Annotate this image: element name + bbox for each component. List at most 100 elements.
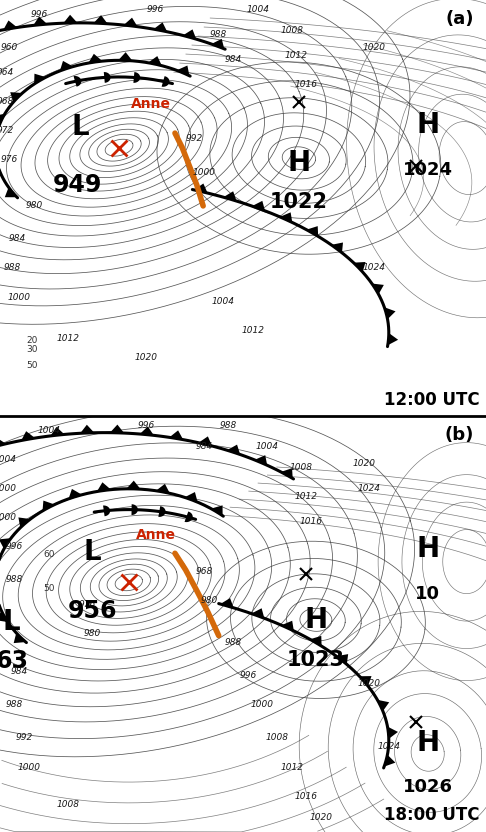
Polygon shape: [211, 505, 223, 516]
Polygon shape: [281, 621, 294, 631]
Polygon shape: [43, 501, 54, 511]
Text: 1004: 1004: [246, 6, 269, 14]
Text: 968: 968: [195, 567, 213, 576]
Text: (b): (b): [445, 426, 474, 444]
Polygon shape: [185, 512, 193, 522]
Text: 996: 996: [6, 542, 23, 551]
Polygon shape: [162, 77, 170, 87]
Polygon shape: [80, 425, 94, 433]
Text: 956: 956: [68, 599, 117, 623]
Text: 1000: 1000: [17, 763, 41, 771]
Polygon shape: [0, 538, 11, 548]
Polygon shape: [354, 262, 365, 272]
Text: 984: 984: [225, 56, 242, 64]
Polygon shape: [10, 92, 22, 102]
Text: 1016: 1016: [295, 81, 318, 89]
Text: 30: 30: [27, 344, 38, 354]
Polygon shape: [211, 39, 224, 49]
Text: 1008: 1008: [56, 800, 80, 809]
Polygon shape: [14, 633, 26, 643]
Polygon shape: [384, 307, 396, 319]
Text: 992: 992: [186, 135, 203, 143]
Text: 1000: 1000: [8, 293, 31, 301]
Text: 980: 980: [25, 201, 43, 210]
Text: 1000: 1000: [0, 484, 17, 493]
Text: 1004: 1004: [0, 455, 17, 463]
Text: (a): (a): [445, 11, 474, 28]
Text: H: H: [416, 111, 439, 139]
Polygon shape: [124, 17, 138, 27]
Text: 60: 60: [44, 551, 55, 559]
Text: 972: 972: [0, 126, 14, 135]
Text: 988: 988: [220, 422, 237, 430]
Polygon shape: [255, 455, 267, 465]
Polygon shape: [104, 72, 111, 83]
Polygon shape: [388, 333, 398, 345]
Text: 1016: 1016: [295, 792, 318, 800]
Text: 1000: 1000: [251, 701, 274, 709]
Text: 964: 964: [0, 68, 14, 77]
Polygon shape: [199, 436, 212, 446]
Text: 18:00 UTC: 18:00 UTC: [384, 805, 480, 824]
Text: 996: 996: [137, 422, 155, 430]
Polygon shape: [97, 483, 111, 492]
Text: L: L: [2, 608, 20, 636]
Text: 988: 988: [225, 638, 242, 646]
Text: 1008: 1008: [290, 463, 313, 472]
Text: 1020: 1020: [353, 459, 376, 468]
Text: 1024: 1024: [377, 742, 400, 750]
Polygon shape: [18, 518, 30, 527]
Polygon shape: [51, 427, 65, 436]
Polygon shape: [360, 676, 371, 686]
Polygon shape: [252, 201, 265, 210]
Polygon shape: [154, 22, 167, 32]
Text: 1000: 1000: [0, 513, 17, 522]
Polygon shape: [33, 17, 47, 25]
Polygon shape: [34, 74, 46, 84]
Text: 996: 996: [147, 6, 164, 14]
Text: 980: 980: [200, 597, 218, 605]
Text: 1012: 1012: [295, 493, 318, 501]
Text: 988: 988: [6, 576, 23, 584]
Polygon shape: [378, 700, 389, 711]
Text: 1020: 1020: [134, 353, 157, 362]
Polygon shape: [220, 598, 234, 608]
Polygon shape: [281, 468, 293, 478]
Polygon shape: [63, 15, 77, 23]
Text: 1004: 1004: [256, 443, 279, 451]
Text: 1024: 1024: [358, 484, 381, 493]
Text: 1012: 1012: [285, 52, 308, 60]
Text: 10: 10: [415, 585, 440, 603]
Polygon shape: [118, 52, 132, 61]
Text: 992: 992: [16, 734, 33, 742]
Text: 1020: 1020: [363, 43, 386, 52]
Polygon shape: [251, 608, 264, 618]
Polygon shape: [110, 424, 124, 433]
Text: 50: 50: [44, 584, 55, 592]
Polygon shape: [280, 212, 292, 222]
Polygon shape: [310, 636, 322, 646]
Text: 984: 984: [8, 235, 26, 243]
Text: 949: 949: [53, 173, 103, 197]
Polygon shape: [73, 76, 81, 87]
Text: 996: 996: [30, 10, 48, 18]
Polygon shape: [69, 489, 82, 498]
Text: 1020: 1020: [309, 813, 332, 821]
Polygon shape: [0, 612, 7, 622]
Polygon shape: [183, 29, 196, 39]
Text: 976: 976: [1, 156, 18, 164]
Text: 1012: 1012: [56, 334, 80, 343]
Text: L: L: [71, 113, 89, 141]
Text: 1024: 1024: [403, 161, 452, 179]
Text: Anne: Anne: [131, 97, 171, 111]
Polygon shape: [0, 164, 1, 176]
Polygon shape: [331, 242, 343, 253]
Text: 988: 988: [3, 264, 21, 272]
Text: 1022: 1022: [270, 192, 328, 212]
Text: 1023: 1023: [287, 650, 345, 670]
Polygon shape: [336, 654, 348, 664]
Polygon shape: [3, 21, 17, 30]
Text: 968: 968: [0, 97, 14, 106]
Polygon shape: [140, 427, 154, 435]
Polygon shape: [307, 226, 318, 236]
